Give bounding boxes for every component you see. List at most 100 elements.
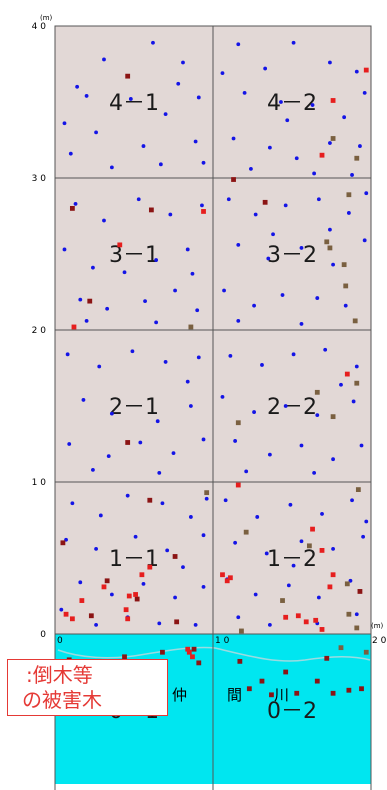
tree-point — [242, 90, 247, 95]
tree-point — [361, 534, 365, 539]
damaged-tree-point — [319, 152, 325, 158]
damaged-tree-point — [354, 380, 360, 386]
damaged-tree-point — [147, 497, 153, 503]
damaged-tree-point — [330, 414, 336, 420]
damaged-tree-point — [363, 649, 369, 655]
damaged-tree-point — [204, 490, 210, 496]
damaged-tree-point — [220, 572, 225, 578]
tree-point — [201, 160, 206, 165]
plot-label: 3－1 — [109, 243, 159, 268]
tree-point — [62, 121, 67, 126]
tree-point — [181, 565, 185, 570]
damaged-tree-point — [117, 242, 123, 248]
tree-point — [350, 173, 354, 177]
tree-point — [102, 57, 106, 62]
tree-point — [299, 246, 304, 250]
tree-point — [109, 165, 114, 170]
tree-point — [59, 607, 64, 612]
y-tick-label: 2 0 — [32, 326, 47, 336]
tree-point — [236, 242, 241, 247]
tree-point — [294, 156, 299, 161]
damaged-tree-point — [327, 584, 333, 590]
damaged-tree-point — [243, 529, 249, 535]
tree-point — [204, 496, 209, 501]
tree-point — [253, 592, 258, 597]
damaged-tree-point — [79, 598, 85, 603]
tree-point — [233, 439, 238, 443]
tree-point — [291, 563, 296, 568]
damaged-tree-point — [235, 420, 241, 426]
damaged-tree-point — [338, 645, 344, 651]
damaged-tree-point — [148, 207, 154, 213]
damaged-tree-point — [346, 687, 352, 693]
tree-point — [266, 256, 271, 261]
legend-line-2: の被害木 — [22, 688, 102, 712]
damaged-tree-point — [346, 192, 352, 198]
tree-point — [299, 539, 304, 544]
damaged-tree-point — [246, 686, 252, 692]
tree-point — [328, 227, 332, 232]
tree-point — [158, 162, 163, 167]
damaged-tree-point — [280, 598, 285, 603]
damaged-tree-point — [60, 540, 66, 546]
tree-point — [331, 457, 335, 462]
tree-point — [226, 197, 231, 202]
tree-point — [271, 232, 275, 237]
damaged-tree-point — [69, 616, 75, 622]
tree-point — [102, 218, 106, 223]
tree-point — [190, 271, 195, 276]
tree-point — [65, 352, 70, 357]
tree-point — [222, 288, 226, 293]
damaged-tree-point — [357, 589, 363, 594]
tree-point — [286, 583, 291, 588]
damaged-tree-point — [283, 614, 289, 620]
tree-point — [176, 81, 181, 86]
tree-point — [249, 166, 253, 171]
damaged-tree-point — [122, 654, 127, 660]
tree-point — [343, 303, 348, 308]
tree-point — [188, 404, 193, 408]
tree-point — [312, 470, 317, 475]
tree-point — [351, 399, 356, 404]
legend: :倒木等 の被害木 — [7, 659, 168, 716]
tree-point — [109, 592, 114, 597]
damaged-tree-point — [125, 616, 131, 622]
tree-point — [315, 296, 320, 300]
x-tick-label: 1 0 — [215, 636, 230, 646]
tree-point — [78, 297, 83, 302]
damaged-tree-point — [174, 619, 180, 625]
tree-point — [201, 584, 206, 589]
tree-point — [98, 513, 103, 518]
damaged-tree-point — [185, 646, 191, 652]
damaged-tree-point — [269, 692, 274, 698]
tree-point — [267, 622, 272, 627]
tree-point — [163, 360, 168, 364]
tree-point — [154, 320, 159, 325]
plot-label: 4－1 — [109, 91, 159, 116]
damaged-tree-point — [190, 654, 195, 660]
tree-point — [233, 540, 238, 545]
tree-point — [220, 394, 225, 399]
damaged-tree-point — [201, 209, 206, 214]
tree-point — [236, 615, 241, 620]
tree-point — [141, 581, 146, 586]
damaged-tree-point — [319, 627, 325, 632]
damaged-tree-point — [188, 324, 194, 330]
tree-point — [228, 353, 233, 358]
plot-label: 2－1 — [109, 395, 159, 420]
tree-point — [320, 512, 324, 516]
tree-point — [200, 203, 204, 208]
tree-point — [151, 40, 155, 45]
tree-point — [354, 69, 359, 74]
tree-point — [315, 413, 320, 418]
damaged-tree-point — [172, 554, 178, 559]
tree-point — [291, 40, 296, 45]
x-axis-unit: (m) — [371, 622, 384, 630]
tree-point — [91, 467, 95, 472]
x-tick-label: 2 0 — [372, 636, 387, 646]
tree-point — [358, 144, 362, 148]
damaged-tree-point — [262, 199, 268, 205]
tree-point — [165, 548, 170, 553]
damaged-tree-point — [126, 593, 132, 599]
tree-point — [331, 262, 335, 267]
